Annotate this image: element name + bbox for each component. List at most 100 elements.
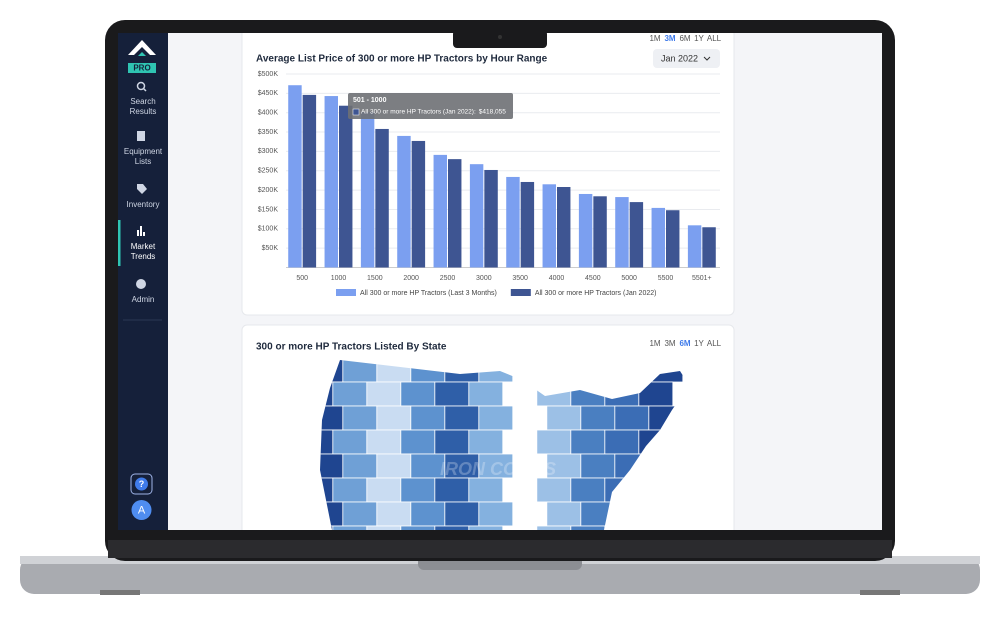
map-state [512, 453, 548, 479]
range-button[interactable]: 3M [664, 34, 675, 43]
chart-icon [140, 226, 142, 236]
bar [397, 135, 411, 268]
dropdown-label[interactable]: Jan 2022 [661, 53, 698, 63]
map-state [342, 405, 378, 431]
legend-label: All 300 or more HP Tractors (Jan 2022) [535, 290, 657, 297]
legend-swatch [336, 289, 356, 296]
map-state [570, 525, 606, 530]
map-state [502, 525, 538, 530]
search-icon [136, 81, 146, 91]
map-state [468, 477, 504, 503]
logo-badge: PRO [133, 64, 150, 73]
logo-badge-bg [128, 63, 156, 73]
map-state [332, 381, 368, 407]
chart-icon [143, 232, 145, 236]
help-label[interactable]: ? [139, 479, 145, 489]
range-button[interactable]: 3M [664, 339, 675, 348]
map-state [434, 525, 470, 530]
y-tick-label: $500K [258, 71, 279, 78]
x-tick-label: 2000 [403, 275, 419, 282]
map-state [332, 429, 368, 455]
avatar-label[interactable]: A [138, 504, 146, 516]
bar [375, 128, 389, 268]
map-state [400, 525, 436, 530]
nav-item[interactable]: Equipment Lists [123, 147, 163, 166]
map-state [536, 429, 572, 455]
nav-item[interactable]: Inventory [126, 200, 160, 209]
bar [302, 94, 317, 268]
map-state [342, 501, 378, 527]
range-button[interactable]: 1M [649, 34, 660, 43]
bar [615, 197, 629, 268]
help-button[interactable] [135, 477, 148, 491]
map-state [502, 477, 538, 503]
bar [506, 176, 520, 268]
legend-label: All 300 or more HP Tractors (Last 3 Mont… [360, 290, 497, 297]
laptop-foot [100, 590, 140, 595]
bar [687, 225, 702, 268]
x-tick-label: 3500 [512, 275, 528, 282]
range-button[interactable]: ALL [707, 34, 722, 43]
bar [360, 111, 375, 268]
bar [557, 187, 571, 268]
avatar[interactable] [131, 500, 152, 520]
watermark: IRON COMPS [440, 459, 556, 479]
chart-icon [137, 230, 139, 236]
y-tick-label: $150K [258, 206, 279, 213]
map-state [512, 405, 548, 431]
range-button[interactable]: 6M [679, 339, 690, 348]
camera [498, 35, 502, 39]
map-state [400, 477, 436, 503]
tooltip-label: All 300 or more HP Tractors (Jan 2022): [361, 109, 476, 116]
help-frame[interactable] [130, 473, 153, 495]
range-button[interactable]: 1Y [694, 34, 704, 43]
nav-item[interactable]: Admin [131, 295, 155, 304]
range-button[interactable]: 1M [649, 339, 660, 348]
x-tick-label: 500 [296, 275, 308, 282]
map-state [468, 381, 504, 407]
map-state [478, 453, 514, 479]
range-button[interactable]: 1Y [694, 339, 704, 348]
laptop-foot [860, 590, 900, 595]
map-state [614, 405, 650, 431]
map-state [410, 453, 446, 479]
tag-icon [137, 184, 147, 194]
map-state [468, 525, 504, 530]
map-state [332, 477, 368, 503]
bar [288, 85, 302, 268]
map-state [434, 429, 470, 455]
map-state [546, 453, 582, 479]
x-tick-label: 5500 [658, 275, 674, 282]
bar [484, 169, 498, 268]
map-title: 300 or more HP Tractors Listed By State [256, 342, 447, 353]
tooltip [348, 93, 513, 119]
bar [542, 184, 556, 268]
nav-item[interactable]: Market Trends [130, 242, 156, 261]
range-button[interactable]: ALL [707, 339, 722, 348]
range-button[interactable]: 6M [679, 34, 690, 43]
y-tick-label: $100K [258, 226, 279, 233]
map-state [376, 501, 412, 527]
map-state [512, 501, 548, 527]
active-indicator [118, 220, 121, 266]
bar [448, 159, 462, 268]
map-state [366, 381, 402, 407]
dropdown-chevron[interactable] [703, 56, 711, 61]
logo-mark [138, 52, 146, 56]
bar [339, 105, 353, 268]
map-state [410, 405, 446, 431]
bar [702, 227, 716, 268]
y-tick-label: $400K [258, 110, 279, 117]
x-tick-label: 4000 [549, 275, 565, 282]
map-state [478, 501, 514, 527]
bar [411, 140, 426, 268]
bar [629, 202, 644, 268]
nav-item[interactable]: Search Results [129, 97, 157, 116]
map-state [536, 477, 572, 503]
map-state [502, 429, 538, 455]
map-state [570, 477, 606, 503]
legend-swatch [510, 289, 531, 296]
dropdown[interactable] [653, 49, 720, 68]
x-tick-label: 1500 [367, 275, 383, 282]
